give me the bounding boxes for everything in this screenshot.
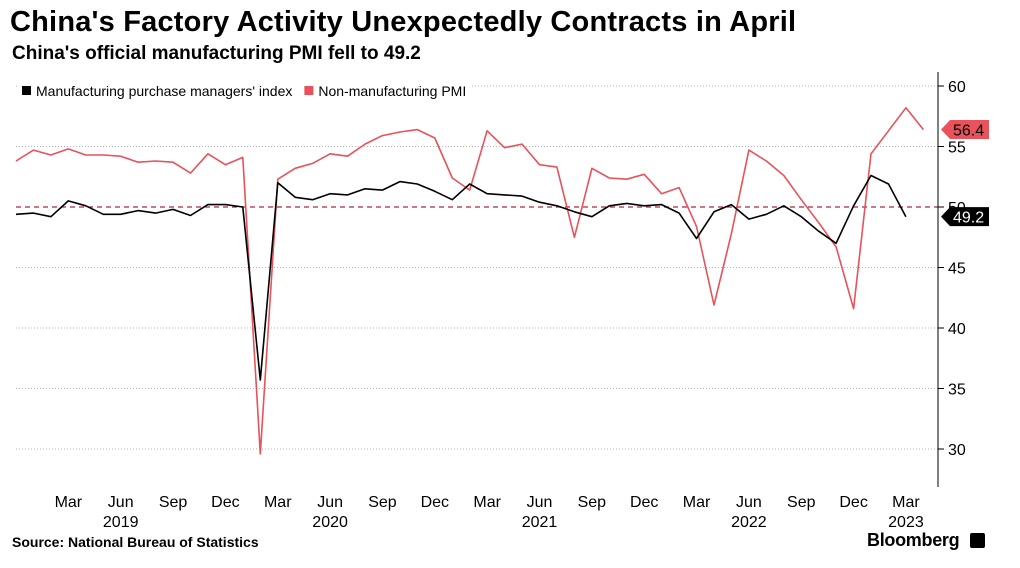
chart-subtitle: China's official manufacturing PMI fell …: [12, 43, 421, 64]
x-year-label-2023: 2023: [888, 514, 924, 531]
x-tick-label-0: Mar: [55, 494, 83, 511]
grid-lines: [16, 85, 938, 450]
x-tick-label-7: Dec: [421, 494, 449, 511]
y-tick-label-45: 45: [948, 261, 966, 278]
end-label-1: 56.4: [941, 120, 989, 140]
legend-swatch-1: [304, 86, 314, 95]
end-labels: 49.2 56.4: [941, 120, 989, 227]
x-year-label-2022: 2022: [731, 514, 767, 531]
end-label-tag-0: [941, 207, 989, 227]
y-tick-label-60: 60: [948, 79, 966, 96]
y-tick-label-40: 40: [948, 321, 966, 338]
x-tick-label-8: Mar: [473, 494, 501, 511]
y-tick-label-30: 30: [948, 442, 966, 459]
x-tick-label-11: Dec: [630, 494, 658, 511]
x-tick-label-3: Dec: [211, 494, 239, 511]
legend: Manufacturing purchase managers' index No…: [18, 80, 471, 102]
end-label-0: 49.2: [941, 207, 989, 227]
legend-swatch-0: [22, 86, 31, 95]
x-tick-label-10: Sep: [578, 494, 607, 511]
chart-title: China's Factory Activity Unexpectedly Co…: [10, 6, 797, 38]
x-tick-label-12: Mar: [683, 494, 711, 511]
y-tick-label-55: 55: [948, 140, 966, 157]
x-tick-label-5: Jun: [317, 494, 343, 511]
series-line-0: [15, 174, 907, 381]
x-tick-label-6: Sep: [368, 494, 397, 511]
x-year-label-2020: 2020: [312, 514, 348, 531]
legend-label-0: Manufacturing purchase managers' index: [36, 83, 292, 99]
x-tick-label-13: Jun: [736, 494, 762, 511]
x-tick-label-2: Sep: [159, 494, 188, 511]
end-label-tag-1: [941, 120, 989, 140]
series-lines: [15, 107, 925, 455]
source-note: Source: National Bureau of Statistics: [12, 534, 259, 550]
x-tick-label-16: Mar: [892, 494, 920, 511]
legend-label-1: Non-manufacturing PMI: [318, 83, 466, 99]
x-year-label-2019: 2019: [103, 514, 139, 531]
bloomberg-mark-icon: [970, 533, 985, 548]
legend-background: [18, 80, 471, 102]
x-year-label-2021: 2021: [522, 514, 558, 531]
x-tick-label-15: Dec: [839, 494, 867, 511]
end-label-text-0: 49.2: [953, 210, 984, 227]
x-tick-label-4: Mar: [264, 494, 292, 511]
y-tick-label-35: 35: [948, 382, 966, 399]
x-tick-label-1: Jun: [108, 494, 134, 511]
x-tick-label-9: Jun: [527, 494, 553, 511]
bloomberg-logo: Bloomberg: [867, 530, 960, 550]
end-label-text-1: 56.4: [953, 123, 984, 140]
x-tick-label-14: Sep: [787, 494, 816, 511]
x-axis: Mar Jun Sep Dec Mar Jun Sep Dec Mar Jun Sep Dec Mar J…: [55, 494, 924, 531]
series-line-1: [15, 107, 925, 455]
